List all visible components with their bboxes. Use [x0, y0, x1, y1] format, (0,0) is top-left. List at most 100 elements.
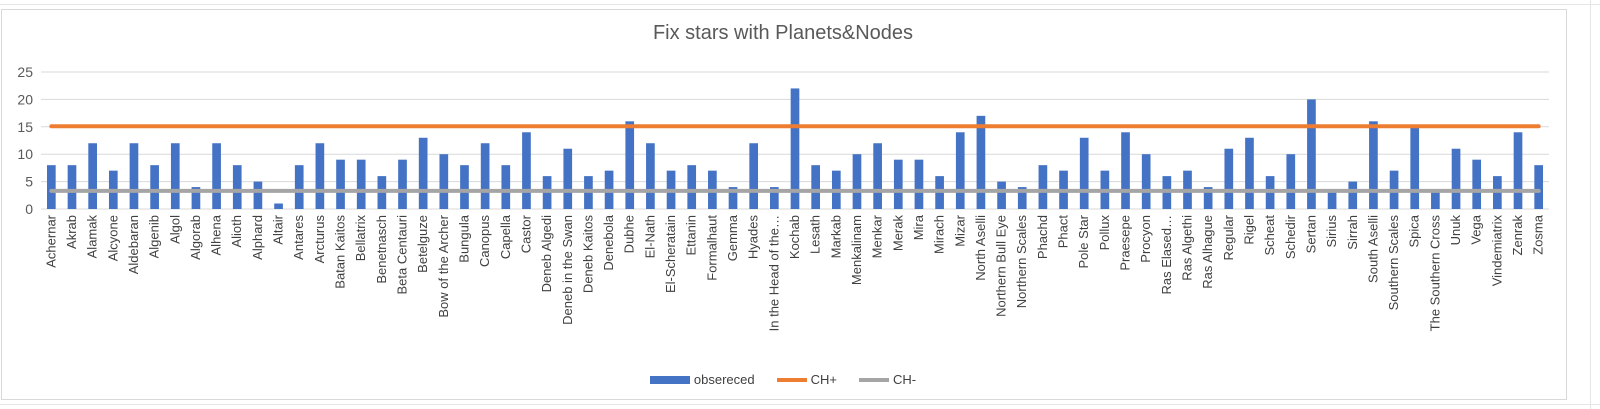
x-tick-label: Bow of the Archer: [436, 214, 451, 317]
y-tick-label: 0: [25, 201, 33, 217]
bar-57[interactable]: [1224, 148, 1234, 209]
bar-11[interactable]: [274, 203, 283, 209]
x-tick-label: Dubhe: [622, 215, 637, 253]
bar-10[interactable]: [253, 181, 263, 209]
x-tick-label: Phact: [1056, 215, 1071, 249]
x-tick-label: South Aselli: [1365, 215, 1380, 283]
bar-25[interactable]: [563, 148, 573, 209]
y-tick-label: 15: [17, 119, 33, 135]
bar-8[interactable]: [212, 143, 221, 209]
bar-17[interactable]: [398, 159, 407, 209]
bar-58[interactable]: [1245, 137, 1254, 209]
bar-7[interactable]: [191, 187, 201, 209]
bar-66[interactable]: [1410, 126, 1420, 209]
bar-0[interactable]: [46, 165, 56, 209]
plot-area: 0 5 10 15 20 25 Achernar Akrab Alamak Alcyone Ald…: [17, 64, 1549, 331]
bar-28[interactable]: [625, 121, 635, 209]
bar-48[interactable]: [1038, 165, 1048, 209]
bar-47[interactable]: [1017, 187, 1027, 209]
x-tick-label: Vindemiatrix: [1489, 215, 1504, 287]
bar-72[interactable]: [1534, 165, 1544, 209]
bar-23[interactable]: [522, 132, 531, 209]
bar-37[interactable]: [811, 165, 820, 209]
x-tick-label: Algorab: [188, 215, 203, 260]
x-tick-label: Phachd: [1035, 215, 1050, 259]
bar-39[interactable]: [852, 154, 862, 209]
x-tick-label: Deneb Algedi: [539, 215, 554, 292]
bar-50[interactable]: [1079, 137, 1089, 209]
x-tick-label: Bellatrix: [353, 215, 368, 262]
x-tick-label: Formalhaut: [704, 215, 719, 281]
x-tick-label: Spica: [1407, 214, 1422, 247]
legend-item-ch-plus[interactable]: CH+: [776, 372, 837, 387]
bar-56[interactable]: [1203, 187, 1213, 209]
bar-60[interactable]: [1286, 154, 1296, 209]
bar-12[interactable]: [294, 165, 304, 209]
bar-42[interactable]: [914, 159, 924, 209]
bar-9[interactable]: [232, 165, 242, 209]
bar-2[interactable]: [88, 143, 97, 209]
bar-40[interactable]: [873, 143, 882, 209]
x-tick-label: Benetnasch: [374, 215, 389, 284]
x-tick-label: Altair: [271, 214, 286, 244]
bar-61[interactable]: [1307, 99, 1316, 209]
y-axis-ticks: 0 5 10 15 20 25: [17, 64, 33, 217]
legend-swatch-ch-plus: [776, 377, 807, 382]
bar-6[interactable]: [170, 143, 180, 209]
x-tick-label: Zenrak: [1510, 215, 1525, 256]
x-tick-label: Achernar: [43, 214, 58, 267]
bar-31[interactable]: [687, 165, 697, 209]
bar-29[interactable]: [646, 143, 655, 209]
bar-68[interactable]: [1451, 148, 1461, 209]
x-tick-label: Gemma: [725, 214, 740, 261]
bar-44[interactable]: [955, 132, 965, 209]
legend-item-ch-minus[interactable]: CH-: [858, 372, 916, 387]
x-tick-label: Denebola: [601, 214, 616, 270]
x-tick-label: Northern Scales: [1014, 215, 1029, 309]
legend-swatch-observed: [649, 375, 690, 384]
bar-21[interactable]: [480, 143, 490, 209]
bar-13[interactable]: [315, 143, 325, 209]
x-tick-label: Praesepe: [1118, 215, 1133, 271]
bar-15[interactable]: [356, 159, 366, 209]
bar-1[interactable]: [67, 165, 77, 209]
bar-19[interactable]: [439, 154, 449, 209]
x-tick-label: Mirach: [932, 215, 947, 254]
x-tick-label: Procyon: [1138, 215, 1153, 263]
bar-41[interactable]: [893, 159, 903, 209]
bar-35[interactable]: [770, 187, 779, 209]
bar-14[interactable]: [336, 159, 345, 209]
bar-18[interactable]: [418, 137, 428, 209]
bar-71[interactable]: [1513, 132, 1523, 209]
x-tick-label: Mira: [911, 214, 926, 240]
bar-67[interactable]: [1431, 192, 1440, 209]
bar-69[interactable]: [1472, 159, 1482, 209]
bar-46[interactable]: [997, 181, 1006, 209]
x-tick-label: Deneb Kaitos: [580, 215, 595, 294]
x-tick-label: Algol: [167, 215, 182, 244]
bar-64[interactable]: [1369, 121, 1378, 209]
x-tick-label: Schedir: [1283, 214, 1298, 259]
legend-label-ch-plus: CH+: [810, 372, 837, 387]
bar-20[interactable]: [460, 165, 469, 209]
bar-5[interactable]: [150, 165, 159, 209]
bar-53[interactable]: [1141, 154, 1151, 209]
bar-36[interactable]: [790, 88, 800, 209]
legend-item-observed[interactable]: obsereced: [649, 372, 755, 387]
x-tick-label: Alamak: [85, 215, 100, 259]
bar-34[interactable]: [749, 143, 759, 209]
x-tick-label: Ettanin: [684, 215, 699, 255]
bar-4[interactable]: [129, 143, 139, 209]
x-tick-label: Menkalinam: [849, 215, 864, 285]
bar-63[interactable]: [1348, 181, 1358, 209]
x-tick-label: Mizar: [952, 214, 967, 246]
bar-33[interactable]: [728, 187, 738, 209]
bar-52[interactable]: [1121, 132, 1130, 209]
x-tick-label: Rigel: [1241, 215, 1256, 245]
bar-22[interactable]: [501, 165, 511, 209]
bar-62[interactable]: [1327, 192, 1337, 209]
bar-45[interactable]: [976, 115, 986, 209]
x-tick-label: Alcyone: [105, 215, 120, 261]
x-tick-label: Zosma: [1531, 214, 1546, 255]
